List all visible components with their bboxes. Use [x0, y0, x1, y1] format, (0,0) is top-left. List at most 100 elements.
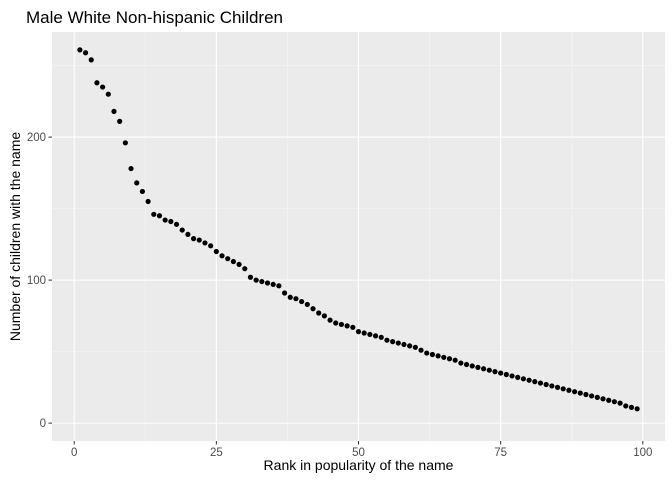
data-point [82, 50, 89, 56]
data-point [407, 343, 413, 349]
data-point [162, 217, 168, 223]
y-tick-label: 100 [27, 275, 46, 287]
data-point [122, 140, 128, 146]
chart-title: Male White Non-hispanic Children [26, 8, 283, 27]
data-point [88, 57, 94, 63]
data-point [452, 357, 458, 363]
data-point [594, 394, 600, 400]
data-point [429, 351, 436, 358]
y-tick-label: 0 [40, 418, 46, 430]
data-point [589, 393, 595, 399]
data-point [401, 341, 407, 348]
data-point [344, 323, 350, 329]
data-point [270, 281, 276, 288]
data-point [424, 350, 430, 356]
data-point [458, 360, 464, 366]
x-tick-label: 50 [352, 447, 365, 459]
data-point [469, 363, 475, 369]
data-point [321, 313, 327, 319]
data-point [327, 317, 333, 323]
data-point [549, 383, 555, 389]
data-point [190, 236, 197, 242]
data-point [117, 118, 123, 124]
data-point [333, 320, 339, 326]
data-point [105, 91, 111, 97]
data-point [395, 340, 401, 346]
data-point [355, 328, 362, 335]
data-point [185, 231, 191, 237]
data-point [577, 390, 583, 396]
data-point [503, 371, 509, 378]
data-point [481, 366, 487, 372]
data-point [128, 165, 134, 172]
data-point [100, 84, 106, 90]
data-point [634, 406, 640, 412]
x-axis: 0 25 50 75 100 [71, 441, 652, 459]
data-point [623, 403, 629, 409]
data-point [475, 364, 481, 370]
data-point [566, 387, 572, 393]
data-point [219, 253, 225, 259]
data-point [367, 331, 373, 338]
data-point [276, 283, 282, 289]
data-point [230, 258, 236, 265]
data-point [384, 337, 390, 343]
data-point [617, 400, 623, 406]
data-point [173, 221, 180, 227]
data-point [390, 339, 396, 345]
data-point [281, 290, 288, 296]
data-point [156, 213, 163, 219]
data-point [435, 353, 441, 359]
data-point [571, 389, 578, 395]
data-point [316, 310, 322, 316]
data-point [492, 369, 498, 375]
data-point [304, 301, 310, 308]
data-point [412, 344, 418, 350]
data-point [350, 324, 356, 330]
data-point [208, 243, 214, 249]
data-point [151, 211, 157, 217]
x-tick-label: 25 [210, 447, 223, 459]
data-point [145, 198, 151, 205]
data-point [600, 396, 606, 402]
data-point [168, 218, 174, 225]
data-points [77, 47, 640, 412]
data-point [134, 180, 140, 186]
data-point [77, 47, 83, 53]
data-point [139, 188, 146, 195]
x-axis-title: Rank in popularity of the name [264, 457, 454, 473]
data-point [287, 294, 293, 300]
data-point [532, 379, 538, 385]
data-point [361, 330, 367, 336]
y-tick-label: 200 [27, 132, 46, 144]
data-point [264, 280, 271, 286]
data-point [179, 227, 185, 233]
data-point [378, 334, 384, 340]
data-point [520, 376, 527, 382]
data-point [338, 321, 345, 328]
data-point [299, 298, 305, 305]
y-axis: 0 100 200 [27, 132, 52, 430]
data-point [247, 274, 254, 280]
data-point [611, 399, 617, 405]
x-tick-label: 0 [71, 447, 77, 459]
data-point [111, 108, 117, 114]
data-point [94, 80, 100, 86]
data-point [554, 384, 561, 390]
data-point [310, 306, 316, 312]
data-point [225, 256, 231, 262]
data-point [486, 367, 492, 373]
y-axis-title: Number of children with the name [7, 132, 23, 342]
data-point [498, 370, 504, 376]
data-point [441, 354, 447, 360]
data-point [606, 397, 612, 403]
data-point [202, 240, 208, 246]
data-point [372, 333, 379, 339]
data-point [628, 404, 635, 410]
data-point [560, 386, 566, 392]
x-tick-label: 100 [633, 447, 652, 459]
data-point [537, 380, 544, 386]
data-point [293, 296, 299, 302]
data-point [543, 381, 549, 388]
